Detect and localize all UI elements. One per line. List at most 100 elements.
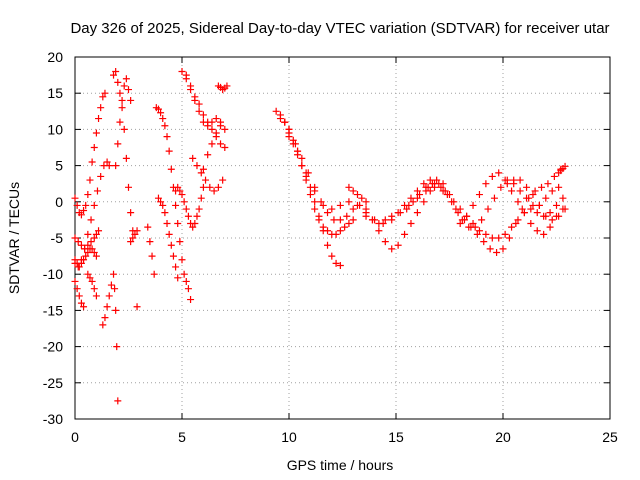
data-point bbox=[407, 220, 415, 228]
y-tick-label: 0 bbox=[55, 194, 63, 210]
data-point bbox=[80, 303, 88, 311]
data-point bbox=[178, 256, 186, 264]
data-point bbox=[169, 252, 177, 260]
data-point bbox=[527, 205, 535, 213]
data-point bbox=[495, 234, 503, 242]
data-point bbox=[90, 285, 98, 293]
data-point bbox=[176, 187, 184, 195]
data-point bbox=[90, 201, 98, 209]
data-point bbox=[518, 205, 526, 213]
data-point bbox=[343, 212, 351, 220]
series-s7 bbox=[99, 270, 122, 405]
data-point bbox=[71, 194, 79, 202]
data-point bbox=[150, 270, 158, 278]
x-tick-label: 15 bbox=[388, 429, 404, 445]
data-point bbox=[112, 162, 120, 170]
data-point bbox=[548, 216, 556, 224]
series-s31 bbox=[503, 176, 569, 224]
data-point bbox=[111, 285, 119, 293]
series-s3 bbox=[71, 227, 103, 253]
series-s1 bbox=[71, 89, 109, 219]
data-point bbox=[112, 306, 120, 314]
data-point bbox=[527, 220, 535, 228]
data-point bbox=[206, 183, 214, 191]
data-point bbox=[193, 162, 201, 170]
data-point bbox=[75, 292, 83, 300]
data-point bbox=[157, 198, 165, 206]
data-point bbox=[84, 248, 92, 256]
y-tick-label: 15 bbox=[47, 85, 63, 101]
data-point bbox=[118, 96, 126, 104]
data-point bbox=[71, 234, 79, 242]
data-point bbox=[294, 147, 302, 155]
x-axis: 0 5 10 15 20 25 bbox=[71, 57, 618, 445]
x-tick-label: 20 bbox=[495, 429, 511, 445]
data-point bbox=[473, 230, 481, 238]
data-point bbox=[497, 183, 505, 191]
data-point bbox=[133, 303, 141, 311]
data-point bbox=[525, 194, 533, 202]
data-point bbox=[113, 343, 121, 351]
data-point bbox=[413, 209, 421, 217]
data-point bbox=[95, 227, 103, 235]
data-point bbox=[475, 227, 483, 235]
data-point bbox=[469, 201, 477, 209]
data-point bbox=[212, 115, 220, 123]
data-point bbox=[542, 212, 550, 220]
data-point bbox=[324, 241, 332, 249]
data-point bbox=[345, 183, 353, 191]
data-point bbox=[548, 187, 556, 195]
data-point bbox=[388, 212, 396, 220]
data-point bbox=[197, 194, 205, 202]
data-point bbox=[114, 397, 122, 405]
y-tick-label: -30 bbox=[43, 411, 63, 427]
data-point bbox=[105, 292, 113, 300]
y-tick-label: 10 bbox=[47, 121, 63, 137]
y-tick-label: -10 bbox=[43, 266, 63, 282]
data-point bbox=[75, 263, 83, 271]
data-point bbox=[167, 241, 175, 249]
data-point bbox=[375, 220, 383, 228]
data-point bbox=[161, 122, 169, 130]
data-point bbox=[330, 216, 338, 224]
data-point bbox=[332, 259, 340, 267]
series-s20 bbox=[199, 122, 225, 173]
data-point bbox=[341, 223, 349, 231]
data-point bbox=[328, 205, 336, 213]
data-point bbox=[167, 165, 175, 173]
data-point bbox=[488, 172, 496, 180]
data-point bbox=[420, 198, 428, 206]
data-point bbox=[88, 245, 96, 253]
data-point bbox=[529, 201, 537, 209]
data-point bbox=[501, 230, 509, 238]
data-point bbox=[289, 136, 297, 144]
data-point bbox=[204, 151, 212, 159]
data-point bbox=[493, 248, 501, 256]
data-point bbox=[332, 230, 340, 238]
data-point bbox=[120, 82, 128, 90]
series-s5 bbox=[71, 277, 88, 311]
data-point bbox=[84, 241, 92, 249]
data-point bbox=[345, 198, 353, 206]
data-point bbox=[345, 220, 353, 228]
data-point bbox=[107, 281, 115, 289]
data-point bbox=[413, 194, 421, 202]
data-point bbox=[336, 227, 344, 235]
data-point bbox=[103, 158, 111, 166]
data-point bbox=[538, 183, 546, 191]
data-point bbox=[127, 96, 135, 104]
data-point bbox=[189, 154, 197, 162]
data-point bbox=[401, 201, 409, 209]
data-point bbox=[533, 227, 541, 235]
data-point bbox=[174, 220, 182, 228]
series-s21 bbox=[214, 82, 231, 94]
data-point bbox=[110, 270, 118, 278]
data-point bbox=[161, 209, 169, 217]
data-point bbox=[199, 165, 207, 173]
series-s12 bbox=[144, 223, 158, 278]
data-point bbox=[71, 277, 79, 285]
data-point bbox=[127, 209, 135, 217]
data-point bbox=[486, 245, 494, 253]
data-point bbox=[401, 230, 409, 238]
